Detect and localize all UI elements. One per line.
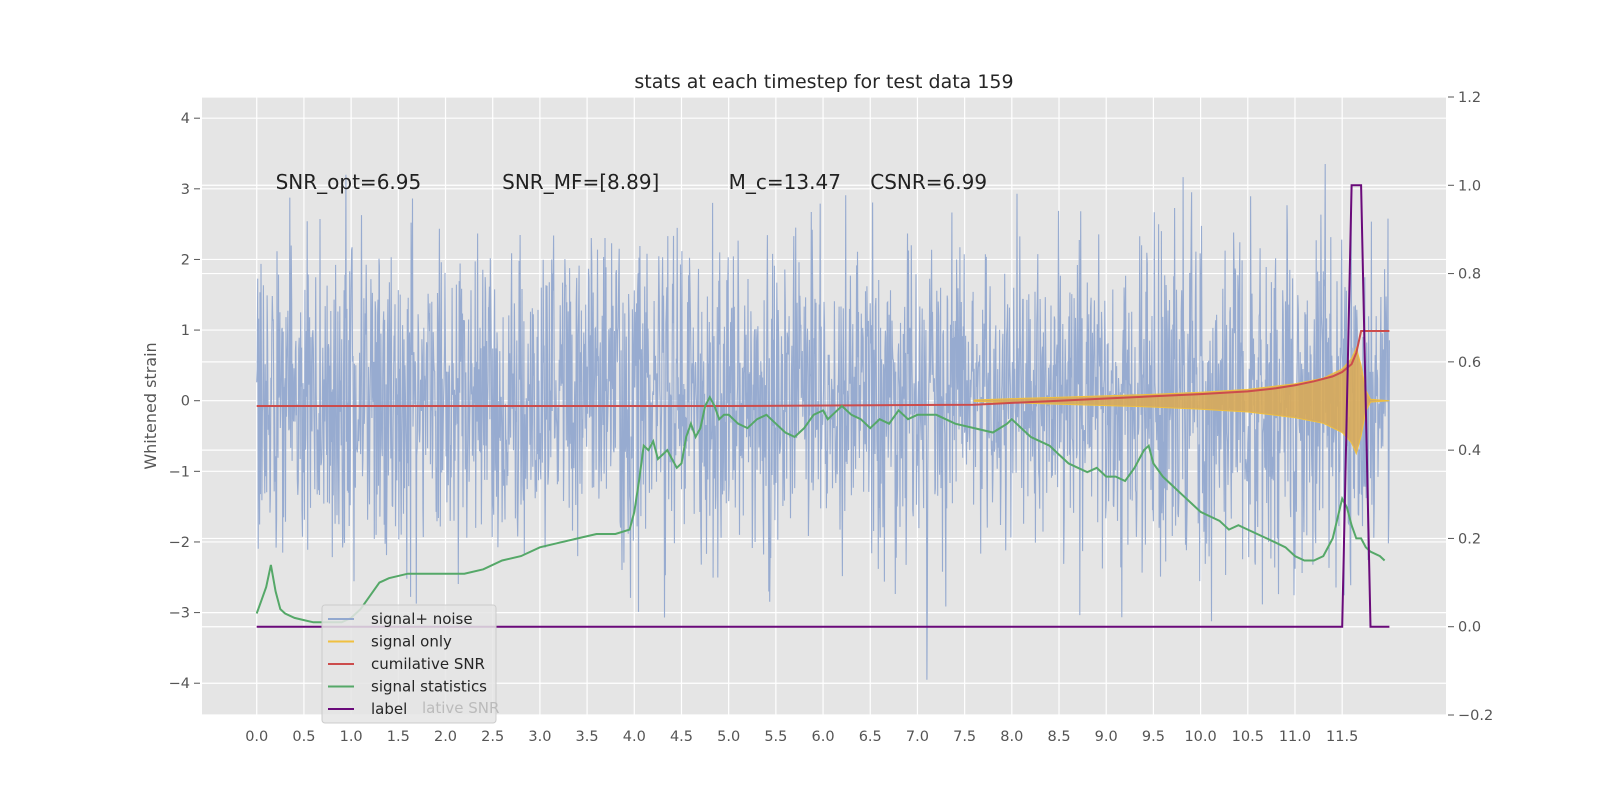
annotation: SNR_MF=[8.89]: [502, 170, 659, 194]
y2-tick-label: 0.0: [1458, 620, 1481, 636]
legend-label: signal statistics: [371, 678, 487, 696]
series-signal-only: [973, 346, 1390, 456]
x-tick-label: 11.5: [1326, 729, 1358, 745]
annotations: SNR_opt=6.95 SNR_MF=[8.89] M_c=13.47 CSNR=6…: [276, 170, 987, 194]
y-tick-label: 1: [181, 323, 190, 339]
y2-tick-label: 0.6: [1458, 355, 1481, 371]
x-tick-label: 5.5: [764, 729, 787, 745]
x-tick-label: 6.5: [859, 729, 882, 745]
y-axis-label: Whitened strain: [141, 342, 160, 469]
x-tick-label: 3.0: [528, 729, 551, 745]
x-tick-label: 5.0: [717, 729, 740, 745]
y-tick-label: −1: [169, 464, 190, 480]
legend-label: cumilative SNR: [371, 655, 485, 673]
y2-axis-ticks: 1.2 1.0 0.8 0.6 0.4 0.2 0.0 −0.2: [1448, 90, 1493, 724]
x-tick-label: 7.0: [906, 729, 929, 745]
x-tick-label: 11.0: [1279, 729, 1311, 745]
x-tick-label: 0.5: [292, 729, 315, 745]
x-tick-label: 1.5: [387, 729, 410, 745]
legend: lative SNR signal+ noise signal only cumila…: [321, 604, 499, 724]
x-axis-ticks: 0.0 0.5 1.0 1.5 2.0 2.5 3.0 3.5 4.0 4.5 5.0 5.5 6.0 6…: [245, 729, 1358, 745]
y-tick-label: −2: [169, 535, 190, 551]
y2-tick-label: 0.8: [1458, 267, 1481, 283]
y-tick-label: 3: [181, 182, 190, 198]
legend-label: signal only: [371, 633, 452, 651]
series-label: [256, 184, 1390, 628]
y-tick-label: 2: [181, 252, 190, 268]
y2-tick-label: 1.2: [1458, 90, 1481, 106]
x-tick-label: 0.0: [245, 729, 268, 745]
x-tick-label: 8.0: [1000, 729, 1023, 745]
x-tick-label: 1.0: [340, 729, 363, 745]
legend-label: signal+ noise: [371, 610, 473, 628]
y2-tick-label: −0.2: [1458, 708, 1493, 724]
annotation: CSNR=6.99: [870, 170, 987, 194]
x-tick-label: 7.5: [953, 729, 976, 745]
y2-tick-label: 0.2: [1458, 531, 1481, 547]
legend-label: label: [371, 700, 407, 718]
y-tick-label: 0: [181, 394, 190, 410]
annotation: SNR_opt=6.95: [276, 170, 422, 194]
series-cumulative-snr: [256, 330, 1390, 407]
y-tick-label: 4: [181, 111, 190, 127]
x-tick-label: 10.0: [1184, 729, 1216, 745]
x-tick-label: 2.0: [434, 729, 457, 745]
x-tick-label: 3.5: [576, 729, 599, 745]
x-tick-label: 8.5: [1047, 729, 1070, 745]
legend-ghost-text: lative SNR: [422, 699, 499, 717]
series-group: [255, 163, 1390, 680]
legend-box: [321, 604, 497, 724]
x-tick-label: 6.0: [812, 729, 835, 745]
x-tick-label: 9.5: [1142, 729, 1165, 745]
x-tick-label: 4.0: [623, 729, 646, 745]
chart-title: stats at each timestep for test data 159: [634, 71, 1013, 93]
y2-tick-label: 1.0: [1458, 178, 1481, 194]
y-tick-label: −3: [169, 606, 190, 622]
y2-tick-label: 0.4: [1458, 443, 1481, 459]
series-signal-statistics: [255, 395, 1386, 624]
x-tick-label: 2.5: [481, 729, 504, 745]
annotation: M_c=13.47: [729, 170, 841, 194]
y-tick-label: −4: [169, 676, 190, 692]
x-tick-label: 9.0: [1095, 729, 1118, 745]
x-tick-label: 10.5: [1232, 729, 1264, 745]
y-axis-ticks: 4 3 2 1 0 −1 −2 −3 −4: [169, 111, 200, 692]
x-tick-label: 4.5: [670, 729, 693, 745]
